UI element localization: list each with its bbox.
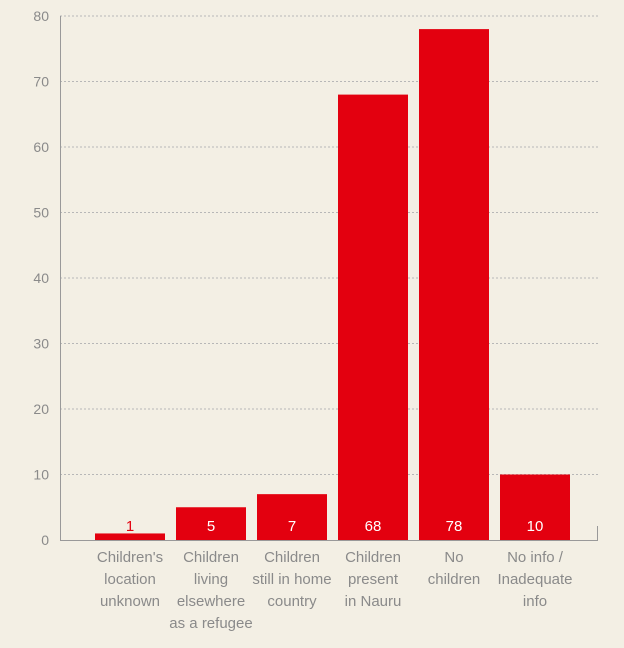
y-tick-label: 70 — [33, 74, 49, 90]
y-tick-labels: 0 10 20 30 40 50 60 70 80 — [33, 8, 49, 548]
y-tick-label: 60 — [33, 139, 49, 155]
x-category-label: Children — [264, 549, 320, 566]
y-tick-label: 50 — [33, 205, 49, 221]
x-category-label: children — [428, 571, 481, 588]
data-label: 78 — [446, 518, 463, 535]
data-label: 10 — [527, 518, 544, 535]
y-tick-label: 10 — [33, 467, 49, 483]
bar — [338, 94, 408, 540]
x-category-label: Children — [345, 549, 401, 566]
y-tick-label: 80 — [33, 8, 49, 24]
bars — [95, 29, 570, 540]
x-category-label: still in home — [252, 571, 331, 588]
y-tick-label: 0 — [41, 532, 49, 548]
x-category-label: No info / — [507, 549, 564, 566]
y-tick-label: 20 — [33, 401, 49, 417]
x-category-labels: Children's location unknown Children living e… — [97, 549, 573, 632]
data-label: 1 — [126, 518, 134, 535]
y-tick-label: 30 — [33, 336, 49, 352]
data-label: 7 — [288, 518, 296, 535]
x-category-label: present — [348, 571, 399, 588]
x-category-label: Children's — [97, 549, 163, 566]
data-label: 68 — [365, 518, 382, 535]
data-labels: 1 5 7 68 78 10 — [126, 518, 544, 535]
bar — [95, 533, 165, 540]
bar — [419, 29, 489, 540]
x-category-label: No — [444, 549, 463, 566]
data-label: 5 — [207, 518, 215, 535]
bar — [176, 507, 246, 540]
x-category-label: in Nauru — [345, 593, 402, 610]
x-category-label: as a refugee — [169, 615, 252, 632]
x-category-label: elsewhere — [177, 593, 245, 610]
x-category-label: living — [194, 571, 228, 588]
bar — [257, 494, 327, 540]
x-category-label: country — [267, 593, 317, 610]
x-category-label: Children — [183, 549, 239, 566]
x-category-label: unknown — [100, 593, 160, 610]
x-category-label: info — [523, 593, 547, 610]
y-tick-label: 40 — [33, 270, 49, 286]
x-category-label: Inadequate — [497, 571, 572, 588]
axes — [60, 16, 598, 541]
x-category-label: location — [104, 571, 156, 588]
grid-lines — [60, 15, 598, 475]
bar — [500, 474, 570, 540]
